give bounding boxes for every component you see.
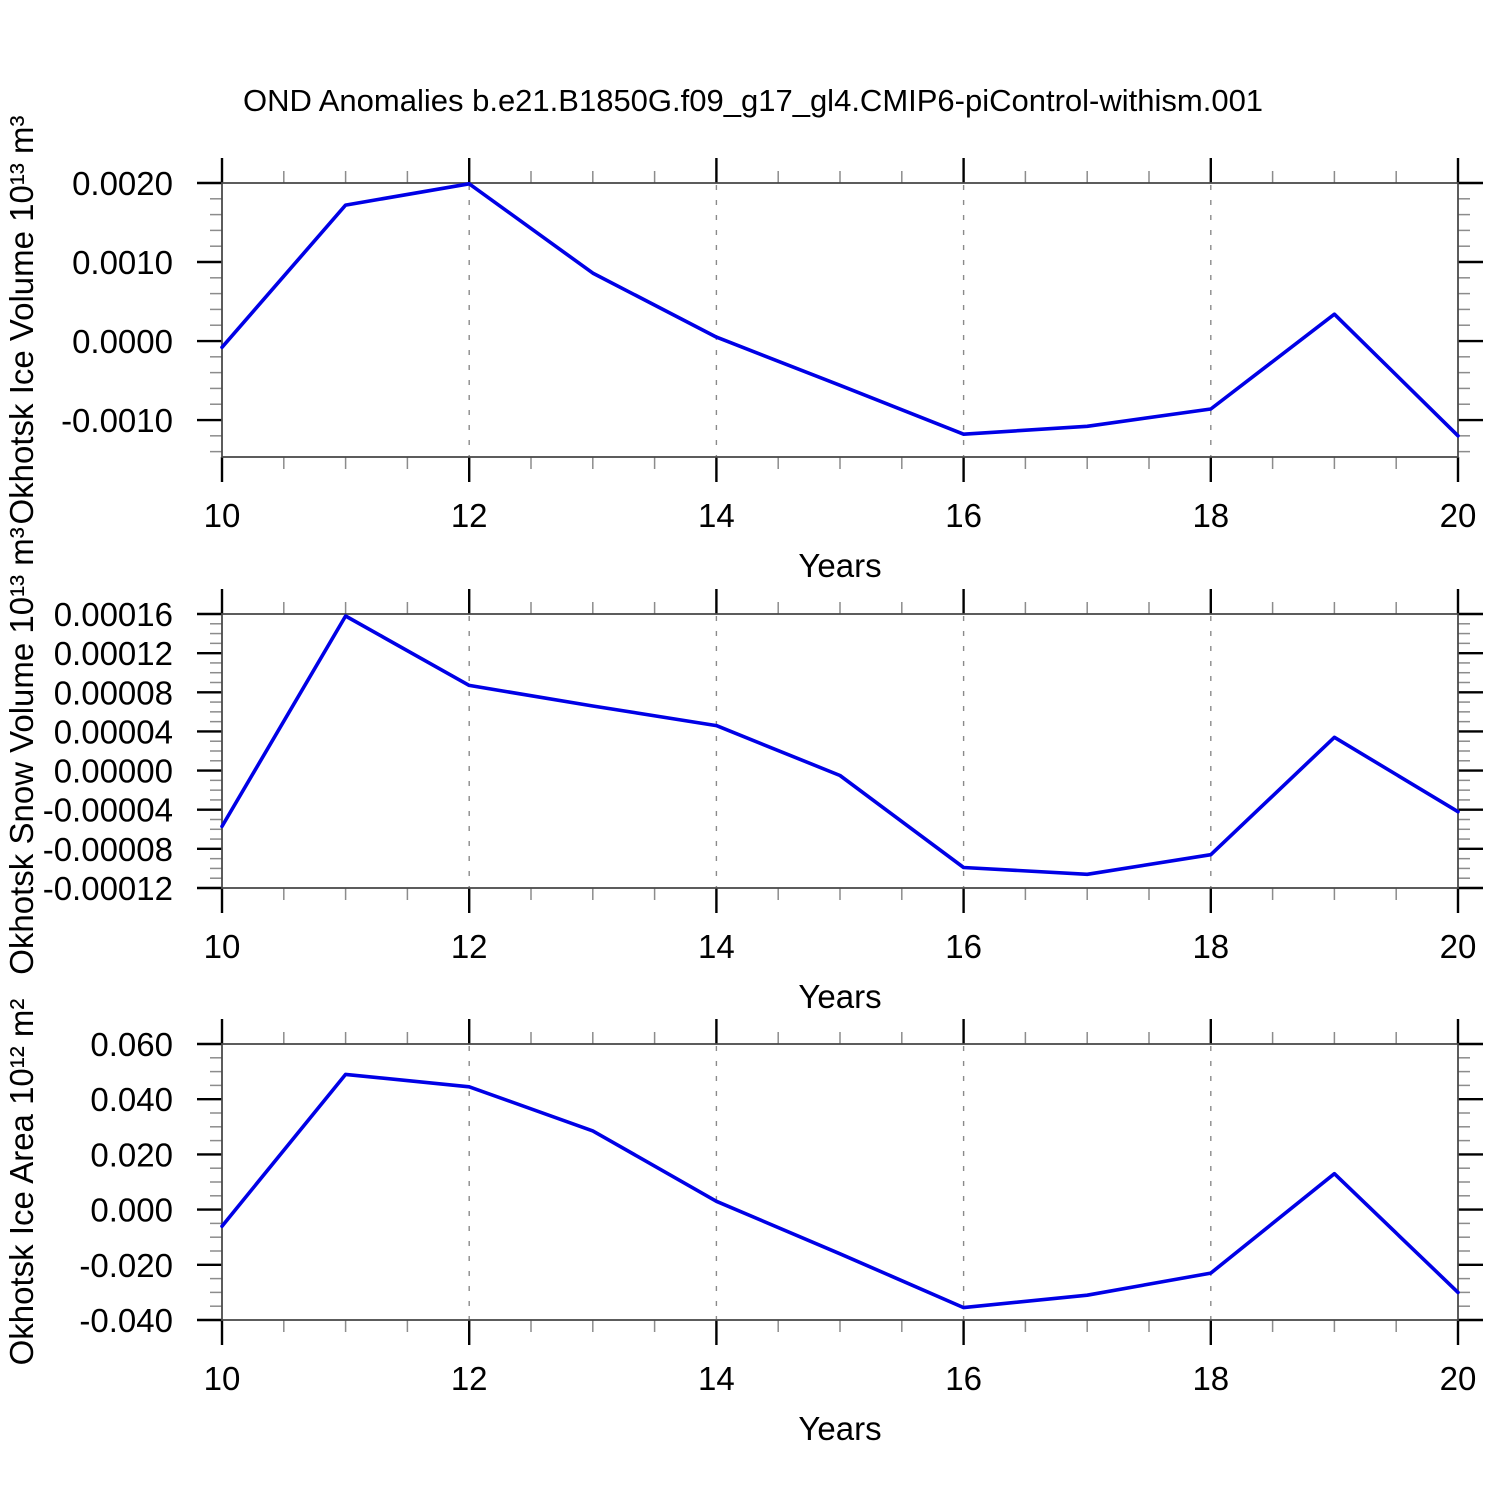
y-tick-label: -0.040 bbox=[79, 1302, 173, 1339]
series-line bbox=[220, 614, 1460, 877]
series-line bbox=[220, 182, 1460, 438]
y-axis bbox=[197, 181, 1483, 453]
x-axis-title: Years bbox=[798, 1410, 881, 1447]
y-tick-label: -0.00004 bbox=[43, 792, 173, 829]
x-axis bbox=[220, 1019, 1460, 1345]
y-tick-label: 0.020 bbox=[90, 1136, 173, 1173]
y-tick-label: 0.000 bbox=[90, 1192, 173, 1229]
x-tick-label: 16 bbox=[945, 928, 982, 965]
y-tick-label: 0.00016 bbox=[54, 596, 173, 633]
x-tick-label: 18 bbox=[1192, 928, 1229, 965]
chart-okhotsk-ice-area: 0.060 0.040 0.020 0.000 -0.020 -0.040 10 12 14 16… bbox=[3, 999, 1483, 1447]
y-tick-label: 0.0020 bbox=[72, 165, 173, 202]
y-tick-label: 0.00012 bbox=[54, 635, 173, 672]
x-axis bbox=[220, 589, 1460, 913]
x-tick-label: 16 bbox=[945, 1360, 982, 1397]
x-tick-label: 18 bbox=[1192, 1360, 1229, 1397]
y-tick-label: 0.00004 bbox=[54, 713, 173, 750]
gridlines bbox=[468, 1046, 1212, 1319]
y-tick-label: -0.00012 bbox=[43, 870, 173, 907]
plot-frame bbox=[221, 613, 1459, 889]
x-tick-label: 12 bbox=[451, 1360, 488, 1397]
x-tick-label: 14 bbox=[698, 928, 735, 965]
chart-okhotsk-snow-volume: 0.000160.000120.000080.000040.00000-0.00… bbox=[3, 527, 1483, 1015]
x-tick-label: 10 bbox=[204, 928, 241, 965]
y-tick-label: 0.060 bbox=[90, 1026, 173, 1063]
y-tick-label: 0.040 bbox=[90, 1081, 173, 1118]
x-axis-title: Years bbox=[798, 547, 881, 584]
x-tick-label: 10 bbox=[204, 1360, 241, 1397]
x-tick-label: 20 bbox=[1440, 1360, 1477, 1397]
y-tick-label: 0.0010 bbox=[72, 244, 173, 281]
y-tick-label: 0.0000 bbox=[72, 323, 173, 360]
x-tick-label: 16 bbox=[945, 497, 982, 534]
y-tick-label: -0.020 bbox=[79, 1247, 173, 1284]
x-tick-label: 20 bbox=[1440, 928, 1477, 965]
x-axis bbox=[220, 158, 1460, 482]
x-tick-label: 12 bbox=[451, 928, 488, 965]
plot-frame bbox=[221, 1043, 1459, 1321]
page-title: OND Anomalies b.e21.B1850G.f09_g17_gl4.C… bbox=[242, 83, 1264, 118]
y-tick-label: 0.00008 bbox=[54, 674, 173, 711]
y-tick-label: -0.0010 bbox=[61, 402, 173, 439]
x-tick-label: 18 bbox=[1192, 497, 1229, 534]
y-tick-label: 0.00000 bbox=[54, 753, 173, 790]
y-axis-title: Okhotsk Ice Area 10¹² m² bbox=[3, 999, 40, 1366]
y-axis-title: Okhotsk Snow Volume 10¹³ m³ bbox=[3, 527, 40, 975]
x-tick-label: 10 bbox=[204, 497, 241, 534]
x-tick-label: 14 bbox=[698, 497, 735, 534]
y-tick-label: -0.00008 bbox=[43, 831, 173, 868]
gridlines bbox=[468, 185, 1212, 456]
y-axis-title: Okhotsk Ice Volume 10¹³ m³ bbox=[3, 116, 40, 525]
x-axis-title: Years bbox=[798, 978, 881, 1015]
x-tick-label: 20 bbox=[1440, 497, 1477, 534]
plot-frame bbox=[221, 182, 1459, 458]
series-line bbox=[220, 1072, 1460, 1310]
y-axis bbox=[197, 612, 1483, 890]
x-tick-label: 12 bbox=[451, 497, 488, 534]
y-axis bbox=[197, 1042, 1483, 1322]
gridlines bbox=[468, 616, 1212, 887]
x-tick-label: 14 bbox=[698, 1360, 735, 1397]
chart-okhotsk-ice-volume: 0.0020 0.0010 0.0000 -0.0010 10 12 14 16 18 20 Yea… bbox=[3, 116, 1483, 584]
